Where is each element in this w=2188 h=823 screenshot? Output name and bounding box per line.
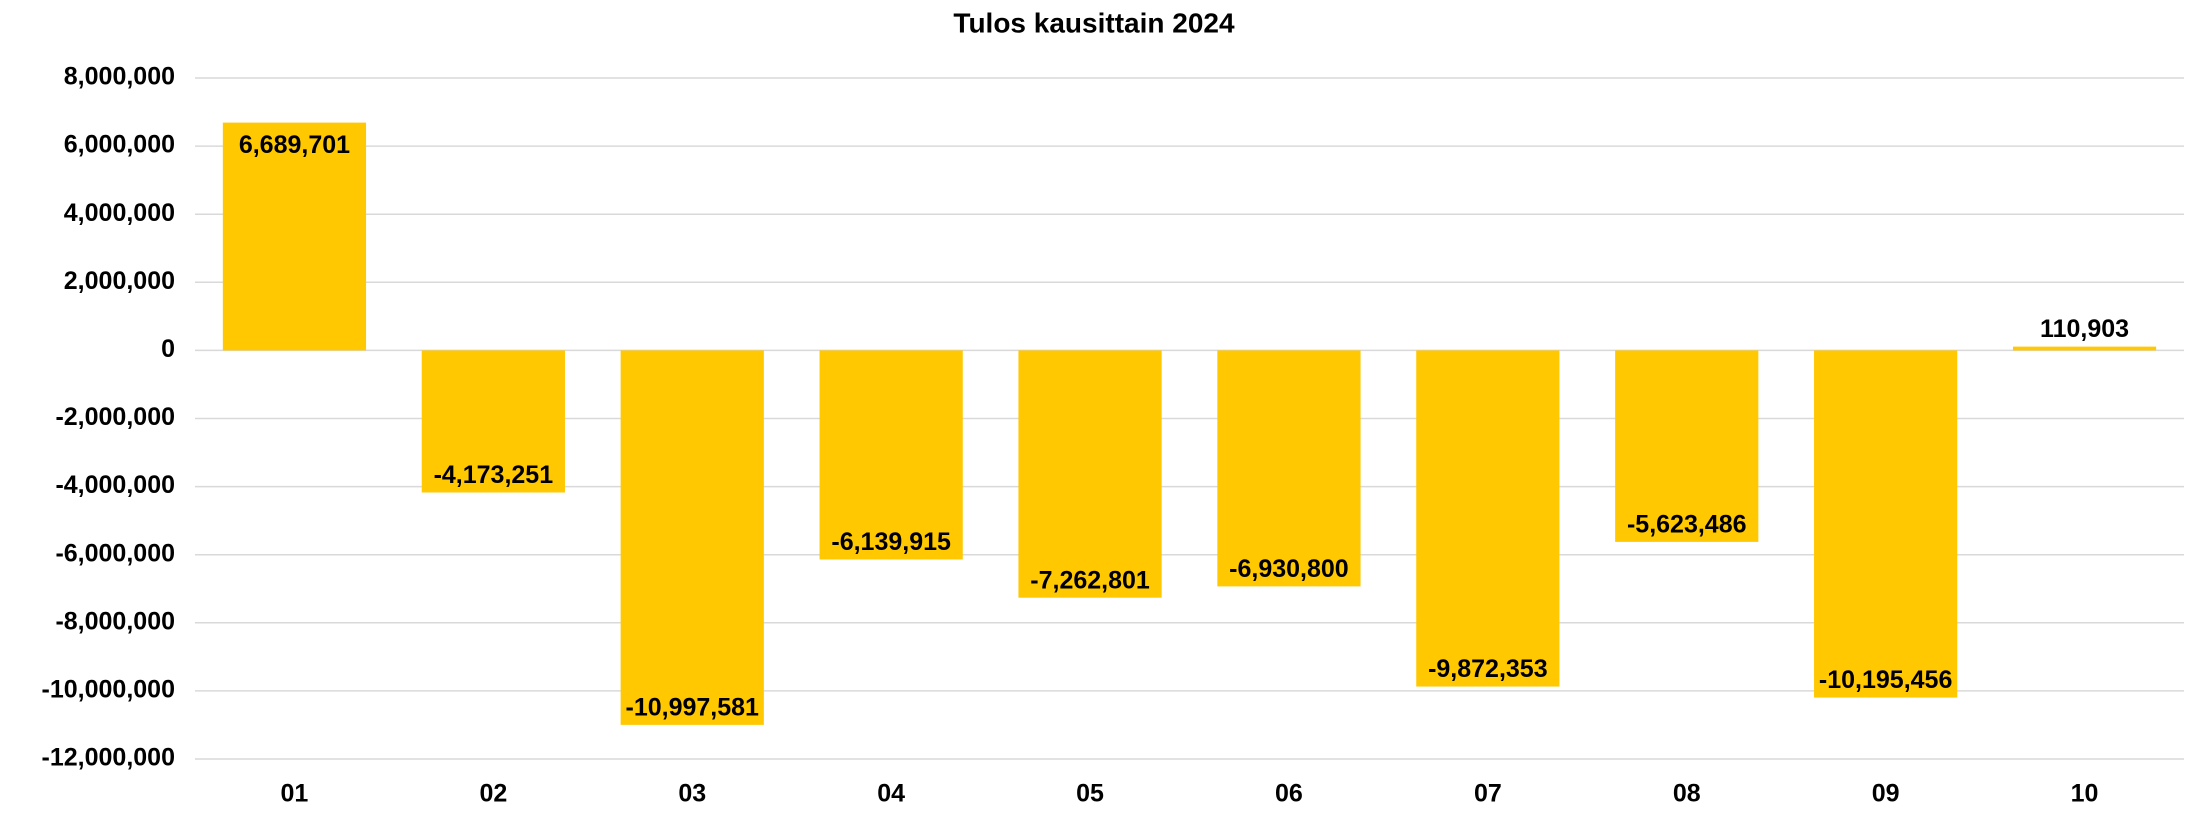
bar (1416, 350, 1560, 687)
data-label: -9,872,353 (1428, 655, 1548, 683)
data-label: -5,623,486 (1627, 510, 1747, 538)
data-label: -4,173,251 (434, 461, 554, 489)
x-tick-label: 02 (479, 780, 507, 808)
data-label: -7,262,801 (1030, 566, 1150, 594)
x-tick-label: 10 (2071, 780, 2099, 808)
x-tick-label: 06 (1275, 780, 1303, 808)
y-tick-label: -10,000,000 (42, 676, 175, 704)
x-tick-label: 04 (877, 780, 905, 808)
data-label: -10,195,456 (1819, 666, 1952, 694)
chart-title: Tulos kausittain 2024 (953, 7, 1235, 38)
bar (1814, 350, 1958, 698)
bar (620, 350, 764, 725)
y-tick-label: -4,000,000 (55, 471, 175, 499)
y-tick-label: 8,000,000 (64, 63, 175, 91)
y-tick-label: 6,000,000 (64, 131, 175, 159)
data-label: 6,689,701 (239, 131, 350, 159)
bar (222, 122, 367, 351)
data-label: -10,997,581 (626, 693, 760, 721)
x-tick-label: 03 (678, 780, 706, 808)
y-tick-label: -12,000,000 (42, 744, 175, 772)
bar (1018, 350, 1162, 598)
bar (2012, 346, 2157, 351)
data-label: -6,139,915 (831, 528, 951, 556)
x-tick-label: 01 (281, 780, 309, 808)
y-tick-label: 4,000,000 (64, 199, 175, 227)
x-tick-label: 07 (1474, 780, 1502, 808)
bar (1217, 350, 1361, 587)
bar (421, 350, 565, 493)
y-tick-label: -2,000,000 (55, 403, 175, 431)
y-tick-label: 0 (161, 335, 175, 363)
x-tick-label: 09 (1872, 780, 1900, 808)
y-tick-label: -8,000,000 (55, 607, 175, 635)
y-tick-label: 2,000,000 (64, 267, 175, 295)
data-label: -6,930,800 (1229, 555, 1349, 583)
data-label: 110,903 (2040, 315, 2129, 343)
x-tick-label: 05 (1076, 780, 1104, 808)
bar (819, 350, 963, 560)
y-tick-label: -6,000,000 (55, 539, 175, 567)
x-tick-label: 08 (1673, 780, 1701, 808)
bar (1615, 350, 1759, 542)
